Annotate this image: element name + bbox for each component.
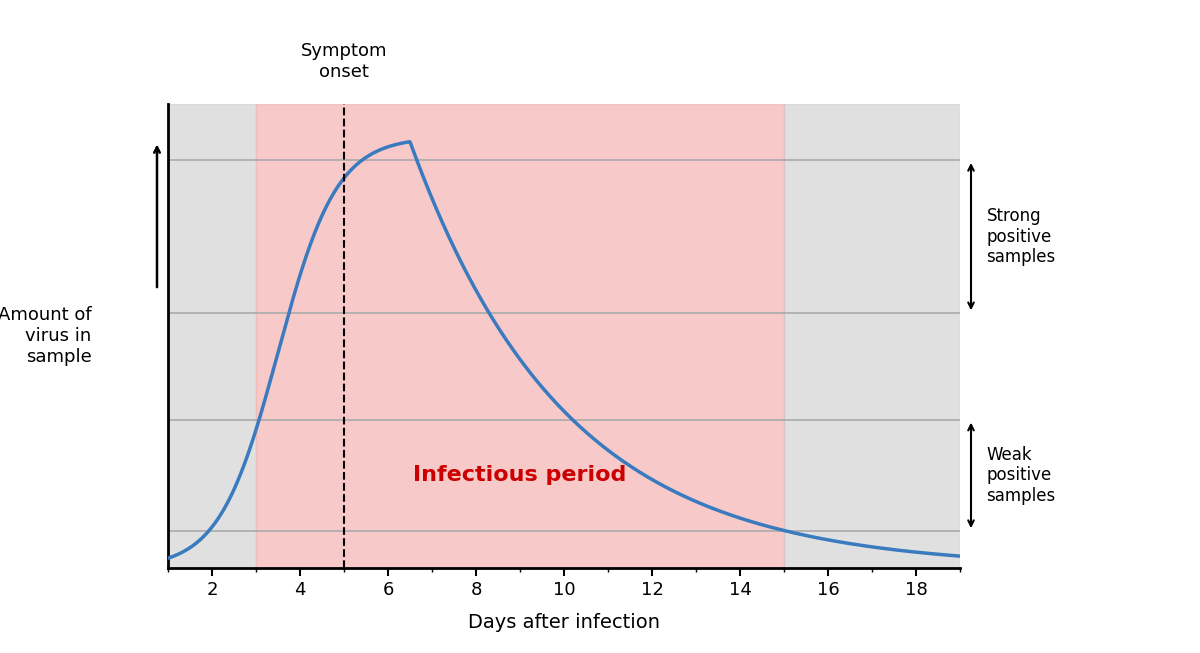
Text: Weak
positive
samples: Weak positive samples bbox=[986, 445, 1056, 505]
Text: Symptom
onset: Symptom onset bbox=[301, 42, 388, 81]
Text: Infectious period: Infectious period bbox=[413, 466, 626, 485]
Bar bbox=[168, 104, 256, 568]
Text: Strong
positive
samples: Strong positive samples bbox=[986, 207, 1056, 266]
Y-axis label: Amount of
virus in
sample: Amount of virus in sample bbox=[0, 306, 91, 366]
Bar bbox=[256, 104, 784, 568]
X-axis label: Days after infection: Days after infection bbox=[468, 613, 660, 632]
Bar bbox=[784, 104, 960, 568]
